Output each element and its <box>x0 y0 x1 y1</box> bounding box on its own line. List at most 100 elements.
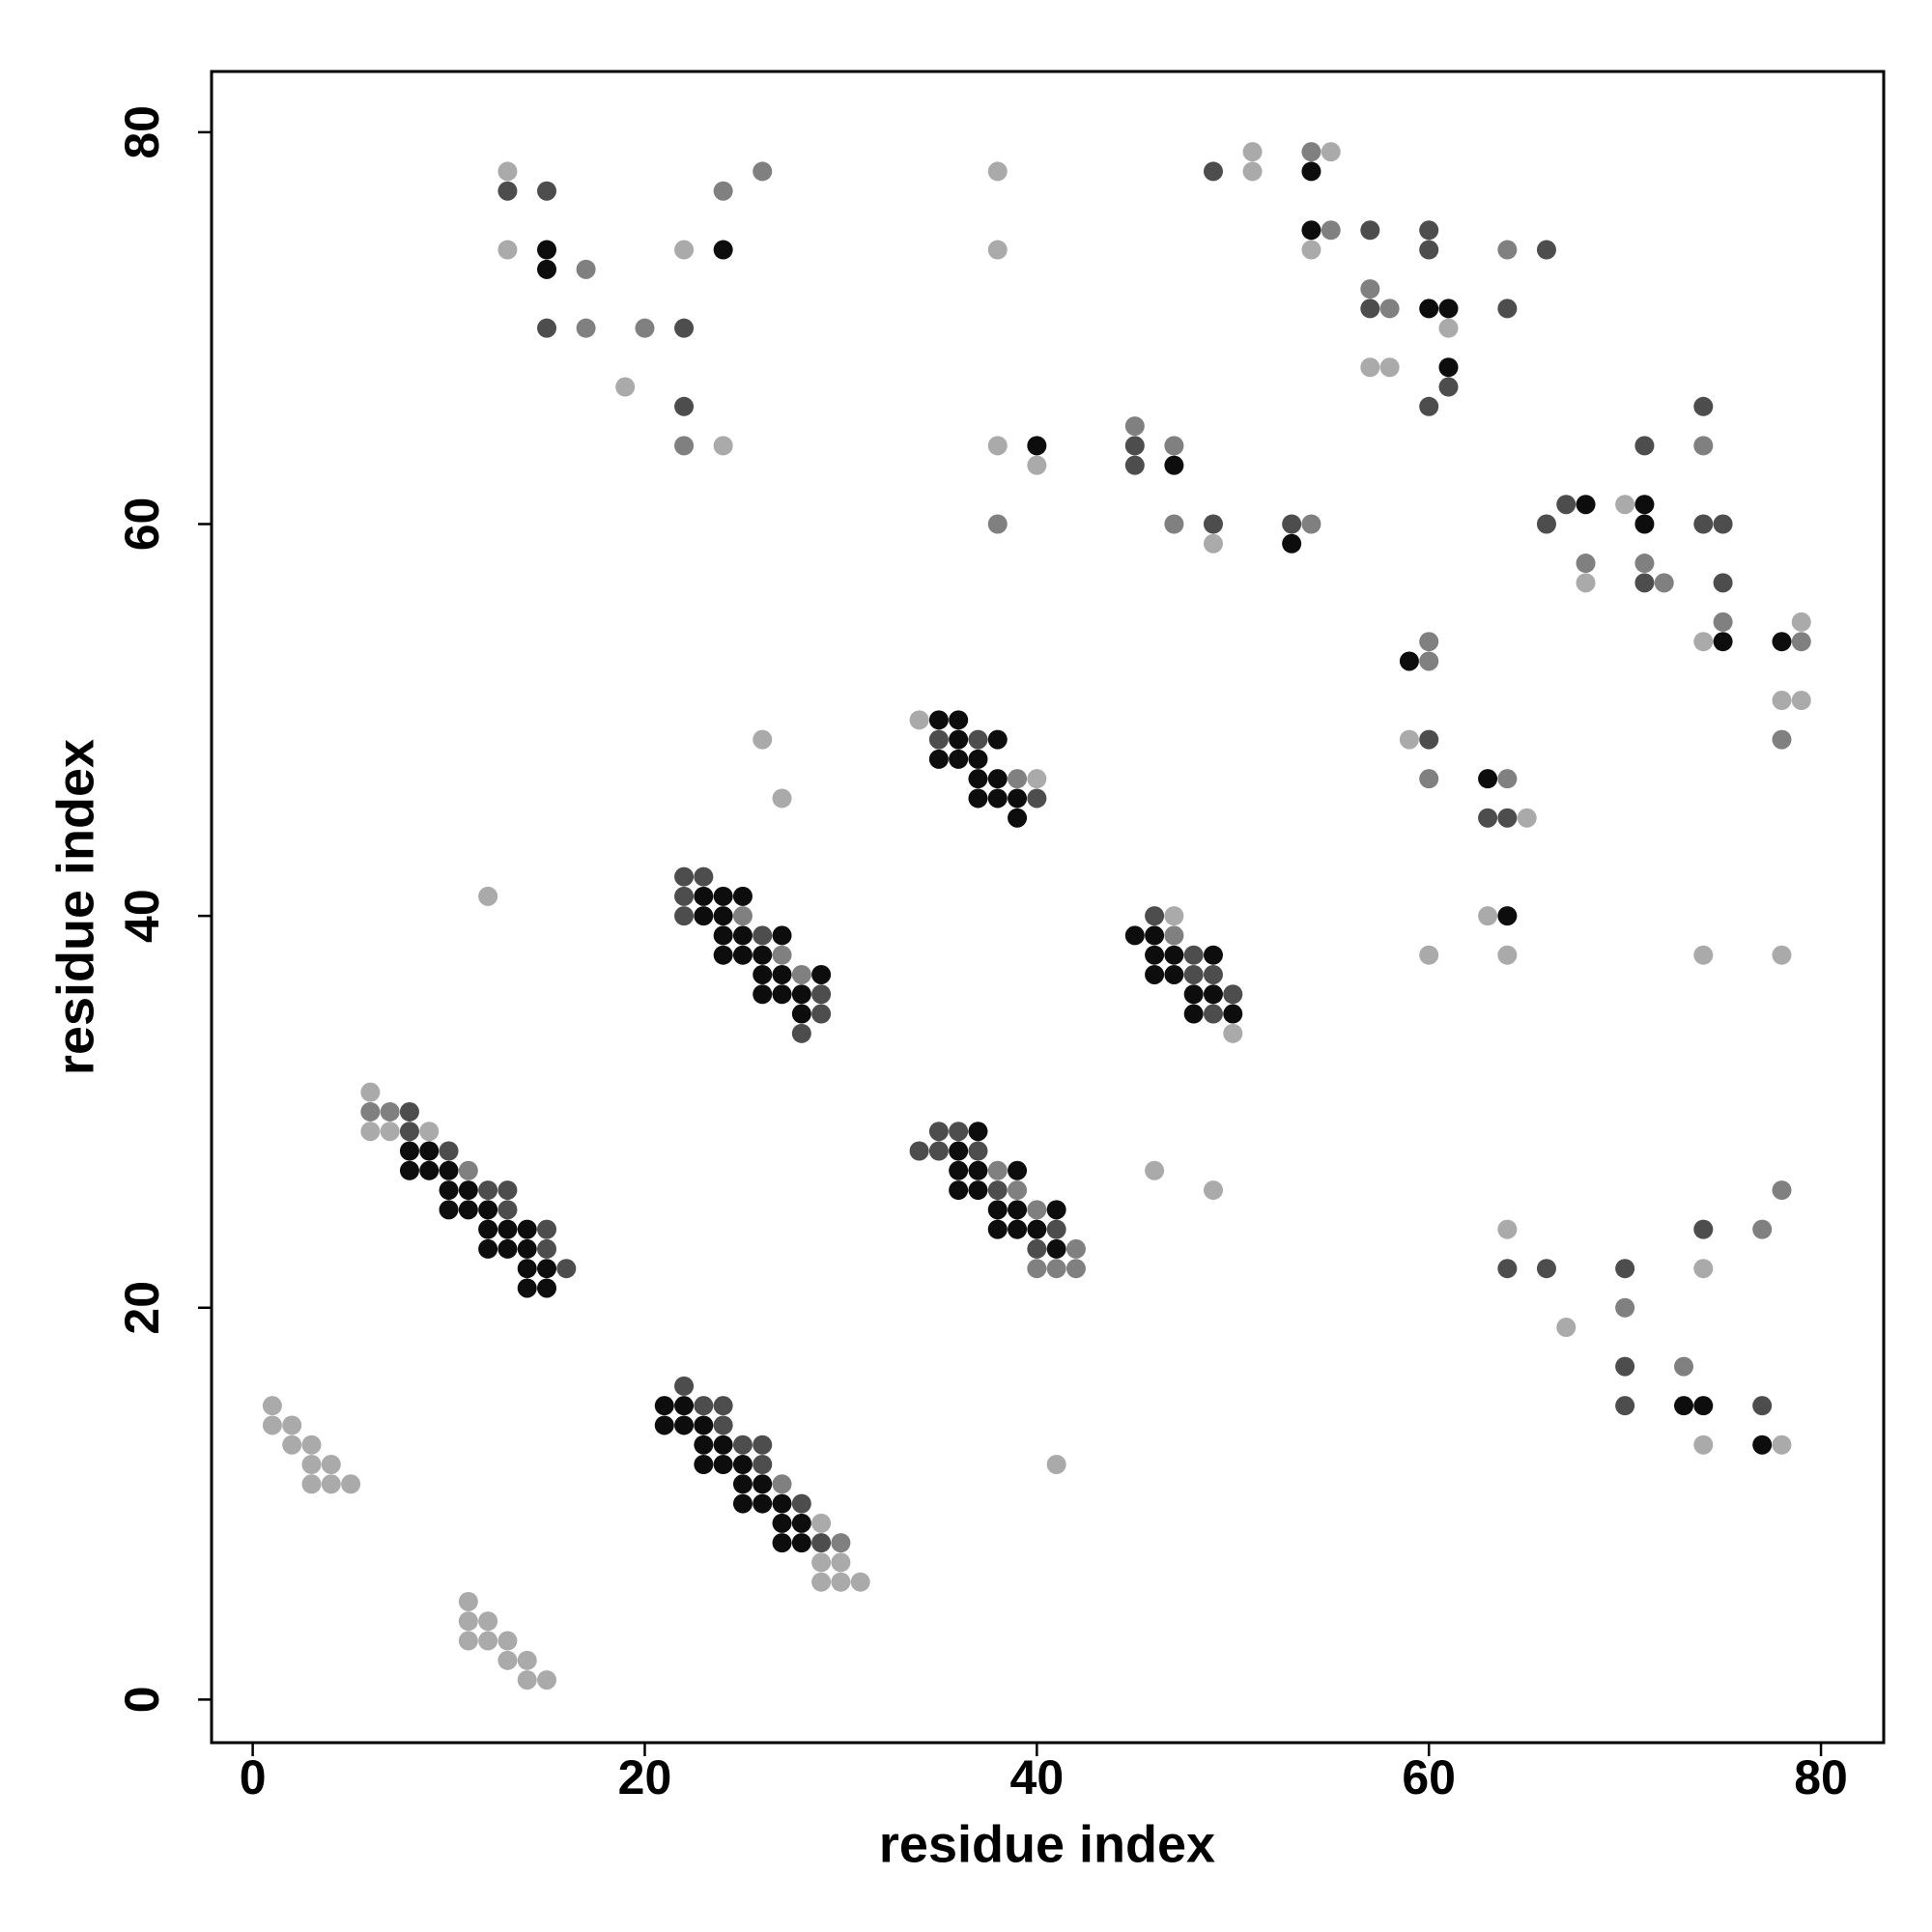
point <box>713 925 733 946</box>
point <box>772 1493 792 1514</box>
point <box>1576 495 1596 515</box>
point <box>399 1141 419 1161</box>
point <box>674 886 695 906</box>
point <box>772 945 792 965</box>
point <box>1124 455 1145 475</box>
point <box>791 1513 811 1533</box>
point <box>1027 1200 1047 1220</box>
point <box>1008 769 1028 789</box>
point <box>1674 1396 1694 1416</box>
point <box>694 1435 714 1455</box>
point <box>360 1122 381 1142</box>
point <box>949 749 969 769</box>
point <box>1046 1455 1066 1475</box>
point <box>1497 240 1518 260</box>
point <box>753 161 773 182</box>
x-tick-label: 0 <box>240 1750 267 1804</box>
point <box>1164 436 1184 456</box>
point <box>1008 788 1028 809</box>
point <box>360 1082 381 1102</box>
point <box>478 1180 498 1201</box>
point <box>772 1533 792 1553</box>
point <box>772 964 792 984</box>
point <box>262 1396 282 1416</box>
point <box>1065 1238 1086 1259</box>
y-tick-label: 60 <box>115 497 169 552</box>
point <box>537 1259 557 1279</box>
point <box>674 396 695 416</box>
point <box>458 1180 478 1201</box>
point <box>1027 1219 1047 1239</box>
point <box>497 1219 518 1239</box>
point <box>713 1396 733 1416</box>
point <box>1772 1180 1792 1201</box>
point <box>987 1180 1008 1201</box>
point <box>1242 161 1263 182</box>
point <box>1301 142 1321 162</box>
point <box>556 1259 577 1279</box>
point <box>987 1219 1008 1239</box>
point <box>753 925 773 946</box>
point <box>987 1200 1008 1220</box>
point <box>517 1259 537 1279</box>
point <box>713 1435 733 1455</box>
point <box>1497 1259 1518 1279</box>
point <box>1634 554 1655 574</box>
point <box>1145 945 1165 965</box>
point <box>909 710 929 730</box>
point <box>321 1474 341 1494</box>
point <box>517 1670 537 1690</box>
point <box>753 1455 773 1475</box>
point <box>1223 984 1243 1005</box>
point <box>1693 1396 1714 1416</box>
point <box>654 1415 674 1435</box>
point <box>517 1219 537 1239</box>
point <box>1419 632 1439 652</box>
point-series <box>360 142 1811 1553</box>
point <box>1223 1023 1243 1043</box>
point <box>694 886 714 906</box>
point <box>1536 240 1556 260</box>
point <box>1027 769 1047 789</box>
point <box>791 964 811 984</box>
point <box>1379 298 1400 319</box>
point <box>439 1160 459 1180</box>
point <box>301 1435 322 1455</box>
point <box>419 1141 440 1161</box>
point <box>1321 142 1341 162</box>
point <box>1203 161 1223 182</box>
point <box>301 1455 322 1475</box>
point <box>1438 298 1459 319</box>
point <box>987 788 1008 809</box>
point <box>1693 1259 1714 1279</box>
point <box>949 1180 969 1201</box>
point <box>1497 945 1518 965</box>
point <box>674 1376 695 1396</box>
point <box>1713 514 1733 534</box>
point <box>753 964 773 984</box>
point <box>1713 611 1733 632</box>
point <box>968 788 988 809</box>
point <box>576 259 596 279</box>
point <box>1752 1435 1773 1455</box>
point <box>1223 1004 1243 1024</box>
point <box>654 1396 674 1416</box>
point <box>987 514 1008 534</box>
point <box>497 1238 518 1259</box>
point <box>791 1493 811 1514</box>
point <box>576 318 596 338</box>
point <box>1634 514 1655 534</box>
point <box>399 1101 419 1122</box>
y-tick-label: 80 <box>115 105 169 159</box>
point <box>458 1631 478 1651</box>
point <box>1615 1396 1635 1416</box>
point <box>1124 925 1145 946</box>
point <box>674 436 695 456</box>
point <box>439 1200 459 1220</box>
point <box>968 729 988 750</box>
point <box>1360 298 1380 319</box>
point <box>1301 220 1321 241</box>
point <box>753 729 773 750</box>
